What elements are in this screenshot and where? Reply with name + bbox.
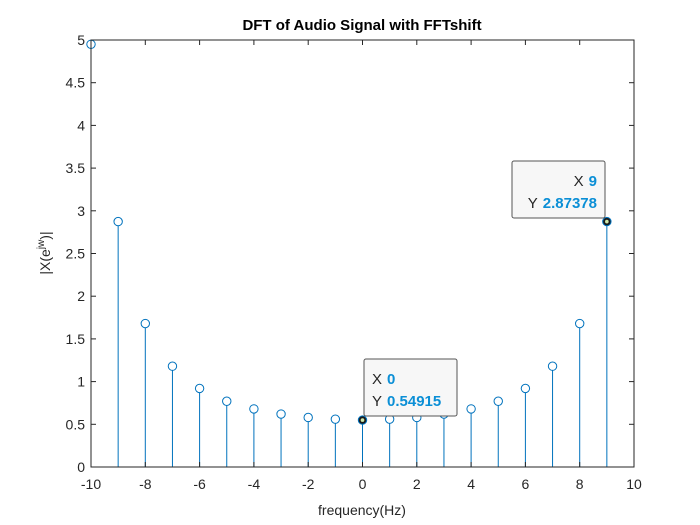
y-tick-label: 1.5 (66, 331, 86, 347)
y-tick-label: 3.5 (66, 160, 86, 176)
stem-marker[interactable] (466, 404, 476, 414)
x-tick-label: 4 (467, 476, 475, 492)
x-tick-label: 10 (626, 476, 642, 492)
datatip-x-value: 9 (589, 173, 597, 190)
x-tick-label: 8 (576, 476, 584, 492)
axis-ticks: -10 -8 -6 -4 -2 0 2 4 6 8 10 0 0.5 1 1.5 2 2.5 3 3.5 4 4.5 5 (66, 32, 642, 492)
datatip-x-label: X (574, 173, 584, 190)
y-tick-label: 0.5 (66, 416, 86, 432)
y-tick-label: 0 (77, 459, 85, 475)
stem-marker[interactable] (113, 216, 123, 227)
datatip-box (363, 358, 458, 417)
datatip-x-label: X (372, 371, 382, 388)
stem-marker[interactable] (276, 409, 286, 419)
stem-marker[interactable] (167, 361, 178, 371)
stem-marker[interactable] (303, 412, 313, 423)
y-tick-label: 3 (77, 203, 85, 219)
x-tick-label: -4 (248, 476, 261, 492)
datatip-x-value: 0 (387, 371, 395, 388)
stem-marker[interactable] (249, 404, 259, 414)
stem-series (86, 39, 612, 467)
stem-marker[interactable] (194, 383, 205, 394)
stem-marker[interactable] (575, 318, 585, 329)
stem-marker[interactable] (330, 414, 341, 424)
stem-marker-highlight (605, 219, 609, 224)
x-axis-label: frequency(Hz) (318, 502, 406, 518)
y-axis-label-sup: jw (36, 239, 47, 250)
y-tick-label: 4.5 (66, 75, 86, 91)
x-tick-label: -2 (302, 476, 315, 492)
y-axis-label-base: |X(e (37, 249, 53, 275)
datatip-y-value: 2.87378 (543, 195, 597, 212)
y-tick-label: 2.5 (66, 246, 86, 262)
x-tick-label: -8 (139, 476, 152, 492)
y-tick-label: 1 (77, 374, 85, 390)
plot-area (91, 40, 634, 467)
x-tick-label: 2 (413, 476, 421, 492)
stem-marker[interactable] (493, 396, 503, 406)
y-axis-label: |X(ejw)| (36, 231, 53, 274)
datatip-y-row: Y 2.87378 (528, 195, 597, 212)
datatip-y-label: Y (372, 393, 382, 410)
datatip-y-value: 0.54915 (387, 393, 441, 410)
x-tick-label: 0 (359, 476, 367, 492)
datatip-box (511, 160, 606, 219)
x-tick-label: 6 (522, 476, 530, 492)
y-tick-label: 5 (77, 32, 85, 48)
stem-marker[interactable] (547, 361, 558, 371)
y-tick-label: 2 (77, 288, 85, 304)
stem-marker-highlight (360, 418, 365, 422)
stem-marker[interactable] (520, 383, 531, 394)
datatip-y-label: Y (528, 195, 538, 212)
x-tick-label: -6 (193, 476, 206, 492)
chart-title: DFT of Audio Signal with FFTshift (242, 17, 481, 34)
y-tick-label: 4 (77, 117, 85, 133)
y-axis-label-tail: )| (37, 231, 53, 239)
datatip-y-row: Y 0.54915 (372, 393, 441, 410)
stem-marker[interactable] (140, 318, 151, 329)
x-tick-label: -10 (81, 476, 101, 492)
stem-marker[interactable] (222, 396, 232, 406)
